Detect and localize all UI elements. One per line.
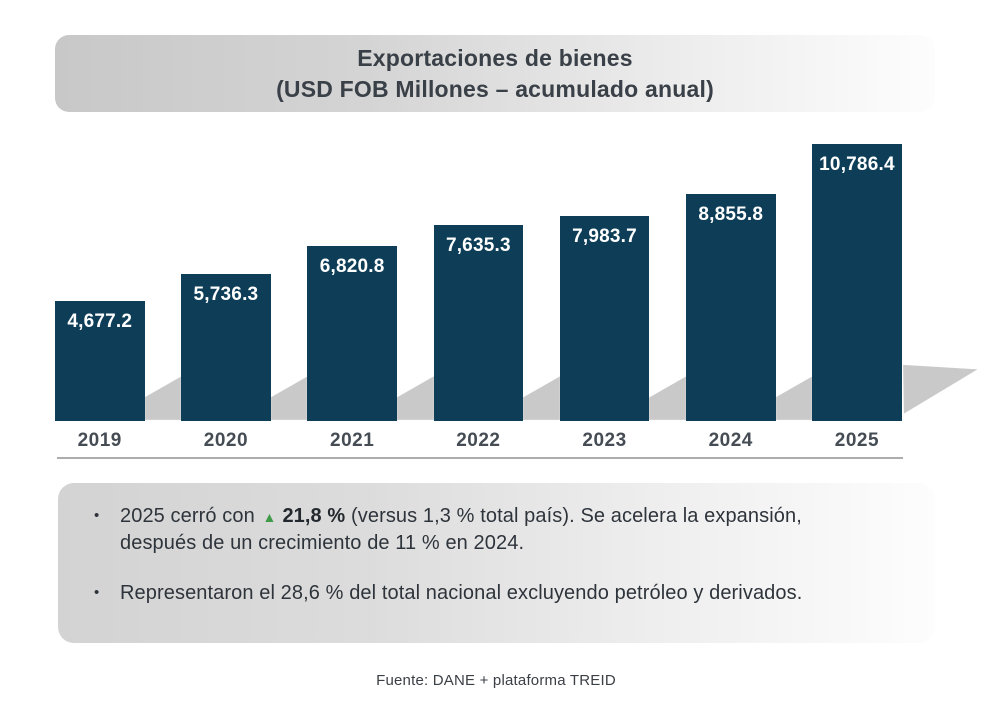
category-label-2020: 2020	[203, 430, 249, 451]
bar-2019: 4,677.2	[55, 300, 145, 421]
growth-percent: 21,8 %	[282, 505, 346, 527]
bar-value-label: 7,983.7	[572, 225, 637, 247]
bullet-icon: •	[94, 507, 100, 524]
bar-shadow	[648, 375, 687, 421]
bar-value-label: 7,635.3	[445, 234, 511, 256]
bar-2024: 8,855.8	[686, 193, 776, 421]
bar-2025: 10,786.4	[812, 144, 902, 421]
category-label-2023: 2023	[582, 430, 627, 451]
bar-shadow	[395, 375, 435, 421]
note-growth-text: 2025 cerró con ▲ 21,8 % (versus 1,3 % tot…	[120, 505, 802, 554]
bar-chart: 4,677.2 2019 5,736.3 2020 6,820.8 2021 7,635.3…	[0, 112, 992, 472]
chart-title-line2: (USD FOB Millones – acumulado anual)	[276, 75, 714, 102]
bar-value-label: 5,736.3	[193, 283, 259, 305]
category-label-2022: 2022	[456, 430, 501, 451]
source-caption: Fuente: DANE + plataforma TREID	[376, 672, 616, 689]
note-share-text: Representaron el 28,6 % del total nacion…	[120, 582, 803, 604]
bar-value-label: 8,855.8	[698, 203, 764, 225]
bar-2021: 6,820.8	[307, 245, 397, 421]
category-label-2019: 2019	[77, 430, 122, 451]
bar-value-label: 6,820.8	[319, 255, 385, 277]
bar-value-label: 4,677.2	[67, 310, 133, 332]
note-growth: • 2025 cerró con ▲ 21,8 % (versus 1,3 % t…	[94, 503, 895, 556]
bar-shadow	[269, 375, 309, 421]
chart-title-banner: Exportaciones de bienes (USD FOB Millone…	[55, 35, 935, 112]
bar-2020: 5,736.3	[181, 273, 271, 421]
bar-2022: 7,635.3	[433, 224, 524, 421]
bar-shadow	[903, 364, 978, 414]
bar-2023: 7,983.7	[559, 215, 650, 421]
bullet-icon: •	[94, 584, 100, 601]
axis-baseline-rule	[57, 457, 903, 459]
category-label-2024: 2024	[708, 430, 753, 451]
bar-value-label: 10,786.4	[819, 154, 895, 175]
chart-title-line1: Exportaciones de bienes	[357, 44, 633, 71]
bar-shadow	[143, 375, 183, 421]
bar-shadow	[522, 375, 561, 421]
bar-shadow	[774, 375, 814, 421]
notes-box: • 2025 cerró con ▲ 21,8 % (versus 1,3 % t…	[58, 483, 935, 643]
category-label-2021: 2021	[330, 430, 375, 451]
category-label-2025: 2025	[834, 430, 880, 451]
up-triangle-icon: ▲	[262, 509, 277, 525]
note-share: • Representaron el 28,6 % del total naci…	[94, 580, 895, 606]
